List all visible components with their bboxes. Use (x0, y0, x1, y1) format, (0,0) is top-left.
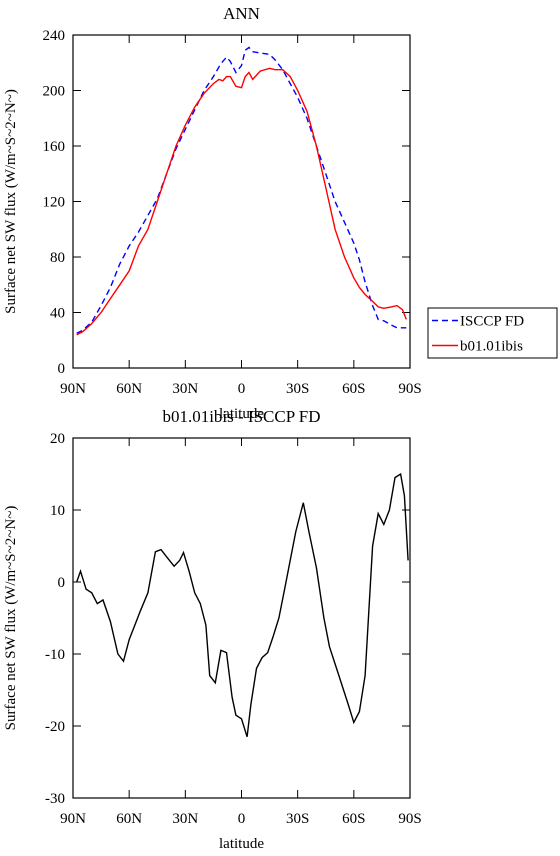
x-tick-label: 30S (286, 811, 309, 827)
x-tick-label: 0 (238, 811, 246, 827)
chart-title: b01.01ibis - ISCCP FD (162, 407, 320, 426)
x-tick-label: 90N (60, 381, 86, 397)
x-axis-label: latitude (219, 406, 264, 422)
plot-frame (72, 437, 411, 799)
x-tick-label: 0 (238, 381, 246, 397)
legend-box (427, 307, 558, 359)
y-tick-label: 10 (50, 503, 65, 519)
x-tick-label: 30N (172, 381, 198, 397)
y-axis-label: Surface net SW flux (W/m~S~2~N~) (3, 506, 19, 731)
legend-label: b01.01ibis (460, 339, 523, 355)
y-tick-label: 160 (43, 139, 66, 155)
y-tick-label: 80 (50, 250, 65, 266)
plot-frame (72, 34, 411, 369)
data-line (76, 472, 409, 738)
data-line (76, 46, 407, 334)
y-tick-label: -20 (45, 719, 65, 735)
y-tick-label: -30 (45, 791, 65, 807)
y-tick-label: 120 (43, 195, 66, 211)
legend-label: ISCCP FD (460, 314, 524, 330)
y-tick-label: 40 (50, 306, 65, 322)
y-tick-label: 240 (43, 28, 66, 44)
x-tick-label: 90N (60, 811, 86, 827)
y-tick-label: 0 (58, 575, 66, 591)
x-tick-label: 30N (172, 811, 198, 827)
chart-title: ANN (223, 4, 260, 23)
x-tick-label: 90S (398, 811, 421, 827)
x-tick-label: 60N (116, 811, 142, 827)
y-tick-label: -10 (45, 647, 65, 663)
y-tick-label: 20 (50, 431, 65, 447)
x-tick-label: 30S (286, 381, 309, 397)
x-tick-label: 60N (116, 381, 142, 397)
x-axis-label: latitude (219, 836, 264, 851)
data-line (76, 67, 407, 336)
y-axis-label: Surface net SW flux (W/m~S~2~N~) (3, 89, 19, 314)
x-tick-label: 90S (398, 381, 421, 397)
y-tick-label: 0 (58, 361, 66, 377)
x-tick-label: 60S (342, 811, 365, 827)
x-tick-label: 60S (342, 381, 365, 397)
y-tick-label: 200 (43, 84, 66, 100)
